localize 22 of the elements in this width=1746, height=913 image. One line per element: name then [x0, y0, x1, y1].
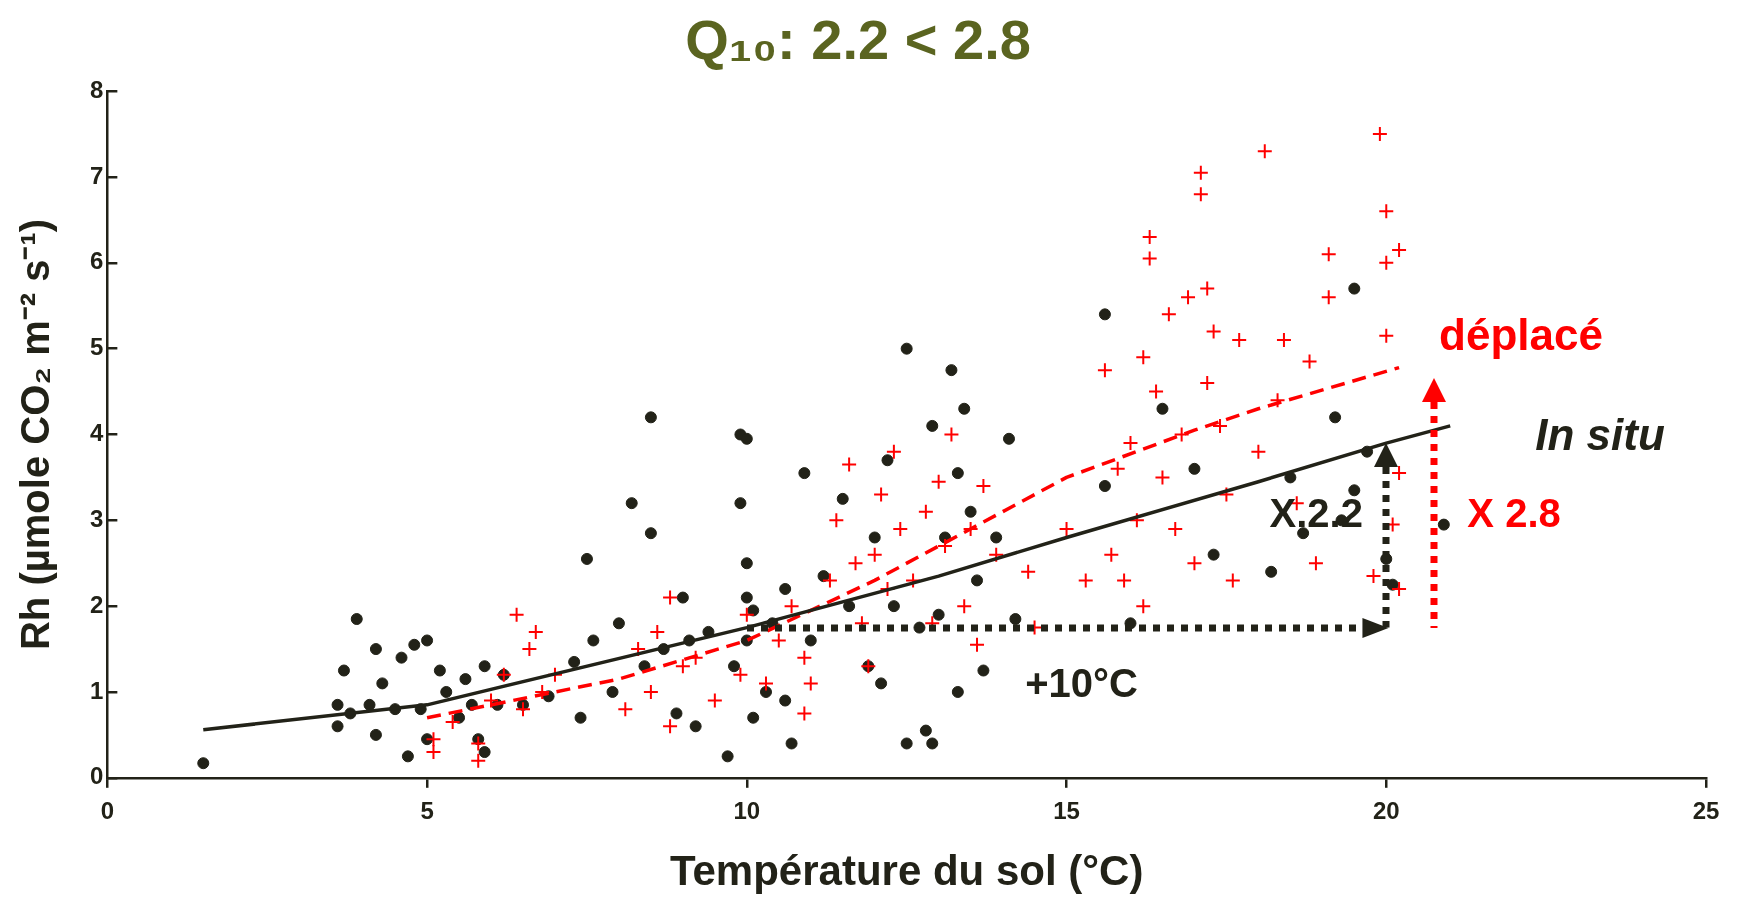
x-tick-label: 15 [1053, 796, 1080, 824]
y-tick-label: 7 [89, 161, 104, 189]
x-tick-label: 10 [733, 796, 761, 824]
annotation: X 2.8 [1467, 490, 1561, 535]
chart-title: Q₁₀: 2.2 < 2.8 [685, 8, 1031, 72]
series-label: déplacé [1439, 309, 1603, 359]
x-tick-label: 5 [420, 796, 434, 824]
series-label: In situ [1535, 410, 1665, 460]
y-tick-label: 4 [89, 419, 104, 447]
y-tick-label: 8 [89, 75, 104, 103]
x-tick-label: 25 [1692, 796, 1720, 824]
x-tick-label: 20 [1372, 796, 1400, 824]
x-axis-title: Température du sol (°C) [669, 847, 1144, 895]
y-tick-label: 2 [89, 590, 104, 618]
y-tick-label: 3 [89, 504, 104, 532]
y-tick-label: 1 [89, 676, 104, 704]
y-axis-title: Rh (µmole CO₂ m⁻² s⁻¹) [13, 218, 58, 651]
y-tick-label: 5 [89, 333, 104, 361]
y-tick-label: 6 [89, 247, 104, 275]
annotation: X.2.2 [1269, 490, 1363, 535]
y-tick-label: 0 [89, 762, 104, 790]
annotation: +10°C [1025, 660, 1138, 705]
